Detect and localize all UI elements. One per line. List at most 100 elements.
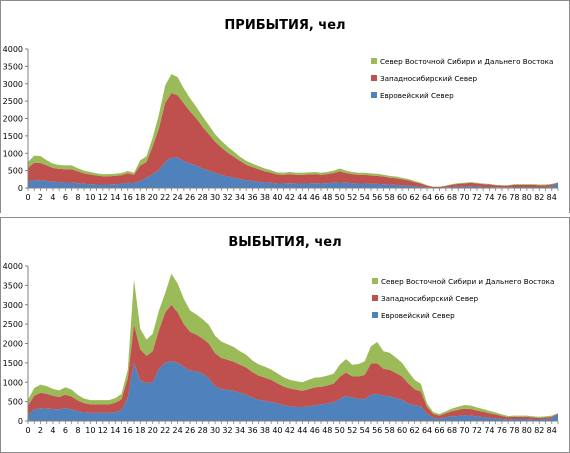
x-tick-label: 42 <box>285 426 295 435</box>
y-tick-label: 4000 <box>3 45 23 54</box>
x-tick-label: 54 <box>360 426 370 435</box>
legend-swatch <box>371 58 377 64</box>
y-tick-label: 1500 <box>3 359 23 368</box>
x-tick-label: 2 <box>38 426 43 435</box>
x-tick-label: 70 <box>459 426 469 435</box>
x-tick-label: 76 <box>497 426 507 435</box>
y-tick-label: 500 <box>8 167 23 176</box>
panel-gap <box>0 213 570 217</box>
x-tick-label: 24 <box>173 426 183 435</box>
x-tick-label: 58 <box>385 193 395 202</box>
x-tick-label: 82 <box>534 426 544 435</box>
x-tick-label: 58 <box>385 426 395 435</box>
y-tick-label: 1000 <box>3 149 23 158</box>
x-tick-label: 36 <box>247 426 257 435</box>
y-tick-label: 2000 <box>3 340 23 349</box>
x-tick-label: 56 <box>372 426 382 435</box>
x-tick-label: 12 <box>98 426 108 435</box>
y-tick-label: 1500 <box>3 132 23 141</box>
x-tick-label: 32 <box>222 193 232 202</box>
series-area-west-siberian <box>28 304 558 420</box>
x-tick-label: 68 <box>447 426 457 435</box>
x-tick-label: 52 <box>347 193 357 202</box>
x-tick-label: 64 <box>422 193 432 202</box>
x-tick-label: 48 <box>322 193 332 202</box>
x-tick-label: 8 <box>75 193 80 202</box>
y-tick-label: 3500 <box>3 62 23 71</box>
x-tick-label: 4 <box>50 193 55 202</box>
x-tick-label: 72 <box>472 193 482 202</box>
x-tick-label: 30 <box>210 193 220 202</box>
x-tick-label: 0 <box>25 426 30 435</box>
x-tick-label: 28 <box>197 193 207 202</box>
departures-chart: ВЫБЫТИЯ, чел0500100015002000250030003500… <box>3 235 559 435</box>
x-tick-label: 62 <box>409 426 419 435</box>
y-tick-label: 3500 <box>3 281 23 290</box>
x-tick-label: 14 <box>110 193 120 202</box>
x-tick-label: 74 <box>484 426 494 435</box>
x-tick-label: 78 <box>509 193 519 202</box>
y-tick-label: 0 <box>18 417 23 426</box>
legend-label: Север Восточной Сибири и Дальнего Восток… <box>381 277 554 286</box>
y-tick-label: 2500 <box>3 97 23 106</box>
x-tick-label: 84 <box>547 193 557 202</box>
arrivals-chart-panel: ПРИБЫТИЯ, чел 0 500 1000 1500 2000 2500 3000 350… <box>0 0 570 214</box>
x-tick-label: 20 <box>148 426 158 435</box>
x-tick-label: 26 <box>185 193 195 202</box>
x-tick-label: 70 <box>459 193 469 202</box>
y-tick-label: 0 <box>18 184 23 193</box>
x-tick-label: 10 <box>85 426 95 435</box>
x-tick-label: 50 <box>335 426 345 435</box>
x-tick-label: 44 <box>297 193 307 202</box>
x-tick-label: 34 <box>235 193 245 202</box>
legend-label: Евровейский Север <box>381 311 455 320</box>
x-tick-label: 18 <box>135 426 145 435</box>
legend-swatch <box>372 278 378 284</box>
x-tick-label: 60 <box>397 426 407 435</box>
x-tick-label: 28 <box>197 426 207 435</box>
x-tick-label: 74 <box>484 193 494 202</box>
x-tick-label: 26 <box>185 426 195 435</box>
x-tick-label: 64 <box>422 426 432 435</box>
x-tick-label: 72 <box>472 426 482 435</box>
x-tick-label: 66 <box>434 193 444 202</box>
legend-label: Евровейский Север <box>380 91 454 100</box>
x-tick-label: 40 <box>272 193 282 202</box>
departures-chart-panel: ВЫБЫТИЯ, чел 0 500 1000 1500 2000 2500 3000 3500… <box>0 217 570 453</box>
x-tick-label: 0 <box>25 193 30 202</box>
series-area-north-east <box>28 74 558 187</box>
series-area-european <box>28 157 558 188</box>
y-tick-label: 3000 <box>3 80 23 89</box>
series-area-european <box>28 360 558 421</box>
legend-label: Север Восточной Сибири и Дальнего Восток… <box>380 57 553 66</box>
x-tick-label: 20 <box>148 193 158 202</box>
x-tick-label: 84 <box>547 426 557 435</box>
x-tick-label: 22 <box>160 426 170 435</box>
x-tick-label: 2 <box>38 193 43 202</box>
x-tick-label: 6 <box>63 426 68 435</box>
x-tick-label: 42 <box>285 193 295 202</box>
x-tick-label: 16 <box>123 193 133 202</box>
x-tick-label: 52 <box>347 426 357 435</box>
x-tick-label: 50 <box>335 193 345 202</box>
arrivals-chart: ПРИБЫТИЯ, чел050010001500200025003000350… <box>3 18 559 202</box>
x-tick-label: 38 <box>260 193 270 202</box>
legend-label: Западносибирский Север <box>380 74 477 83</box>
x-tick-label: 16 <box>123 426 133 435</box>
y-tick-label: 2500 <box>3 320 23 329</box>
x-tick-label: 38 <box>260 426 270 435</box>
x-tick-label: 78 <box>509 426 519 435</box>
x-tick-label: 68 <box>447 193 457 202</box>
y-tick-label: 500 <box>8 398 23 407</box>
x-tick-label: 6 <box>63 193 68 202</box>
x-tick-label: 60 <box>397 193 407 202</box>
legend-label: Западносибирский Север <box>381 294 478 303</box>
x-tick-label: 48 <box>322 426 332 435</box>
x-tick-label: 44 <box>297 426 307 435</box>
y-tick-label: 3000 <box>3 301 23 310</box>
x-tick-label: 22 <box>160 193 170 202</box>
y-tick-label: 2000 <box>3 115 23 124</box>
x-tick-label: 66 <box>434 426 444 435</box>
legend-swatch <box>372 312 378 318</box>
